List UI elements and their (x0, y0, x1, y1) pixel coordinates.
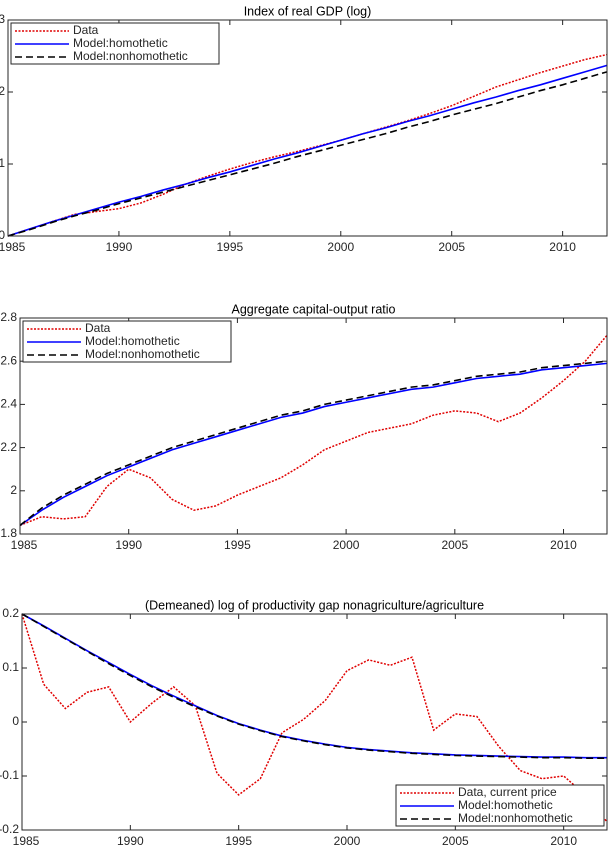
x-tick-label: 2005 (441, 538, 468, 552)
x-tick-label: 1985 (0, 240, 26, 254)
y-tick-label: 2 (10, 483, 17, 497)
x-tick-label: 2010 (550, 834, 577, 848)
x-tick-label: 1995 (224, 538, 251, 552)
axes-box (19, 317, 608, 535)
legend-label: Model:nonhomothetic (458, 811, 573, 825)
legend-label: Data (85, 321, 111, 335)
x-tick-label: 2010 (550, 538, 577, 552)
legend-label: Model:nonhomothetic (73, 49, 188, 63)
x-tick-label: 1990 (115, 538, 142, 552)
chart-title: Index of real GDP (log) (244, 4, 372, 18)
y-tick-label: 2.8 (0, 310, 17, 324)
y-tick-label: 0 (12, 714, 19, 728)
axes-box (21, 613, 608, 831)
legend-label: Model:homothetic (85, 334, 180, 348)
chart-title: Aggregate capital-output ratio (232, 302, 396, 316)
y-tick-label: 2.6 (0, 353, 17, 367)
legend-label: Model:homothetic (73, 36, 168, 50)
data-line (7, 71, 608, 237)
y-tick-label: -0.2 (0, 822, 19, 836)
x-tick-label: 2005 (438, 240, 465, 254)
data-line (19, 360, 608, 526)
x-tick-label: 1995 (217, 240, 244, 254)
x-tick-label: 1985 (13, 834, 40, 848)
data-line (7, 53, 608, 237)
legend-label: Model:nonhomothetic (85, 347, 200, 361)
legend-label: Data, current price (458, 785, 557, 799)
y-tick-label: 0 (0, 228, 5, 242)
legend-box (10, 22, 220, 65)
y-tick-label: 2.2 (0, 440, 17, 454)
x-tick-label: 2010 (549, 240, 576, 254)
y-tick-label: -0.1 (0, 768, 19, 782)
x-tick-label: 2000 (334, 834, 361, 848)
y-tick-label: 0.1 (2, 660, 19, 674)
x-tick-label: 1990 (117, 834, 144, 848)
x-tick-label: 2005 (442, 834, 469, 848)
y-tick-label: 2.4 (0, 397, 17, 411)
chart-title: (Demeaned) log of productivity gap nonag… (145, 598, 484, 612)
y-tick-label: 1 (0, 156, 5, 170)
data-line (19, 362, 608, 527)
y-tick-label: 1.8 (0, 526, 17, 540)
data-line (21, 613, 607, 759)
data-line (7, 64, 608, 237)
legend-label: Data (73, 23, 99, 37)
x-tick-label: 1985 (11, 538, 38, 552)
y-tick-label: 2 (0, 84, 5, 98)
y-tick-label: 3 (0, 12, 5, 26)
x-tick-label: 2000 (333, 538, 360, 552)
x-tick-label: 2000 (327, 240, 354, 254)
x-tick-label: 1990 (106, 240, 133, 254)
legend-label: Model:homothetic (458, 798, 553, 812)
x-tick-label: 1995 (225, 834, 252, 848)
axes-box (7, 19, 608, 237)
y-tick-label: 0.2 (2, 606, 19, 620)
data-line (21, 613, 608, 823)
